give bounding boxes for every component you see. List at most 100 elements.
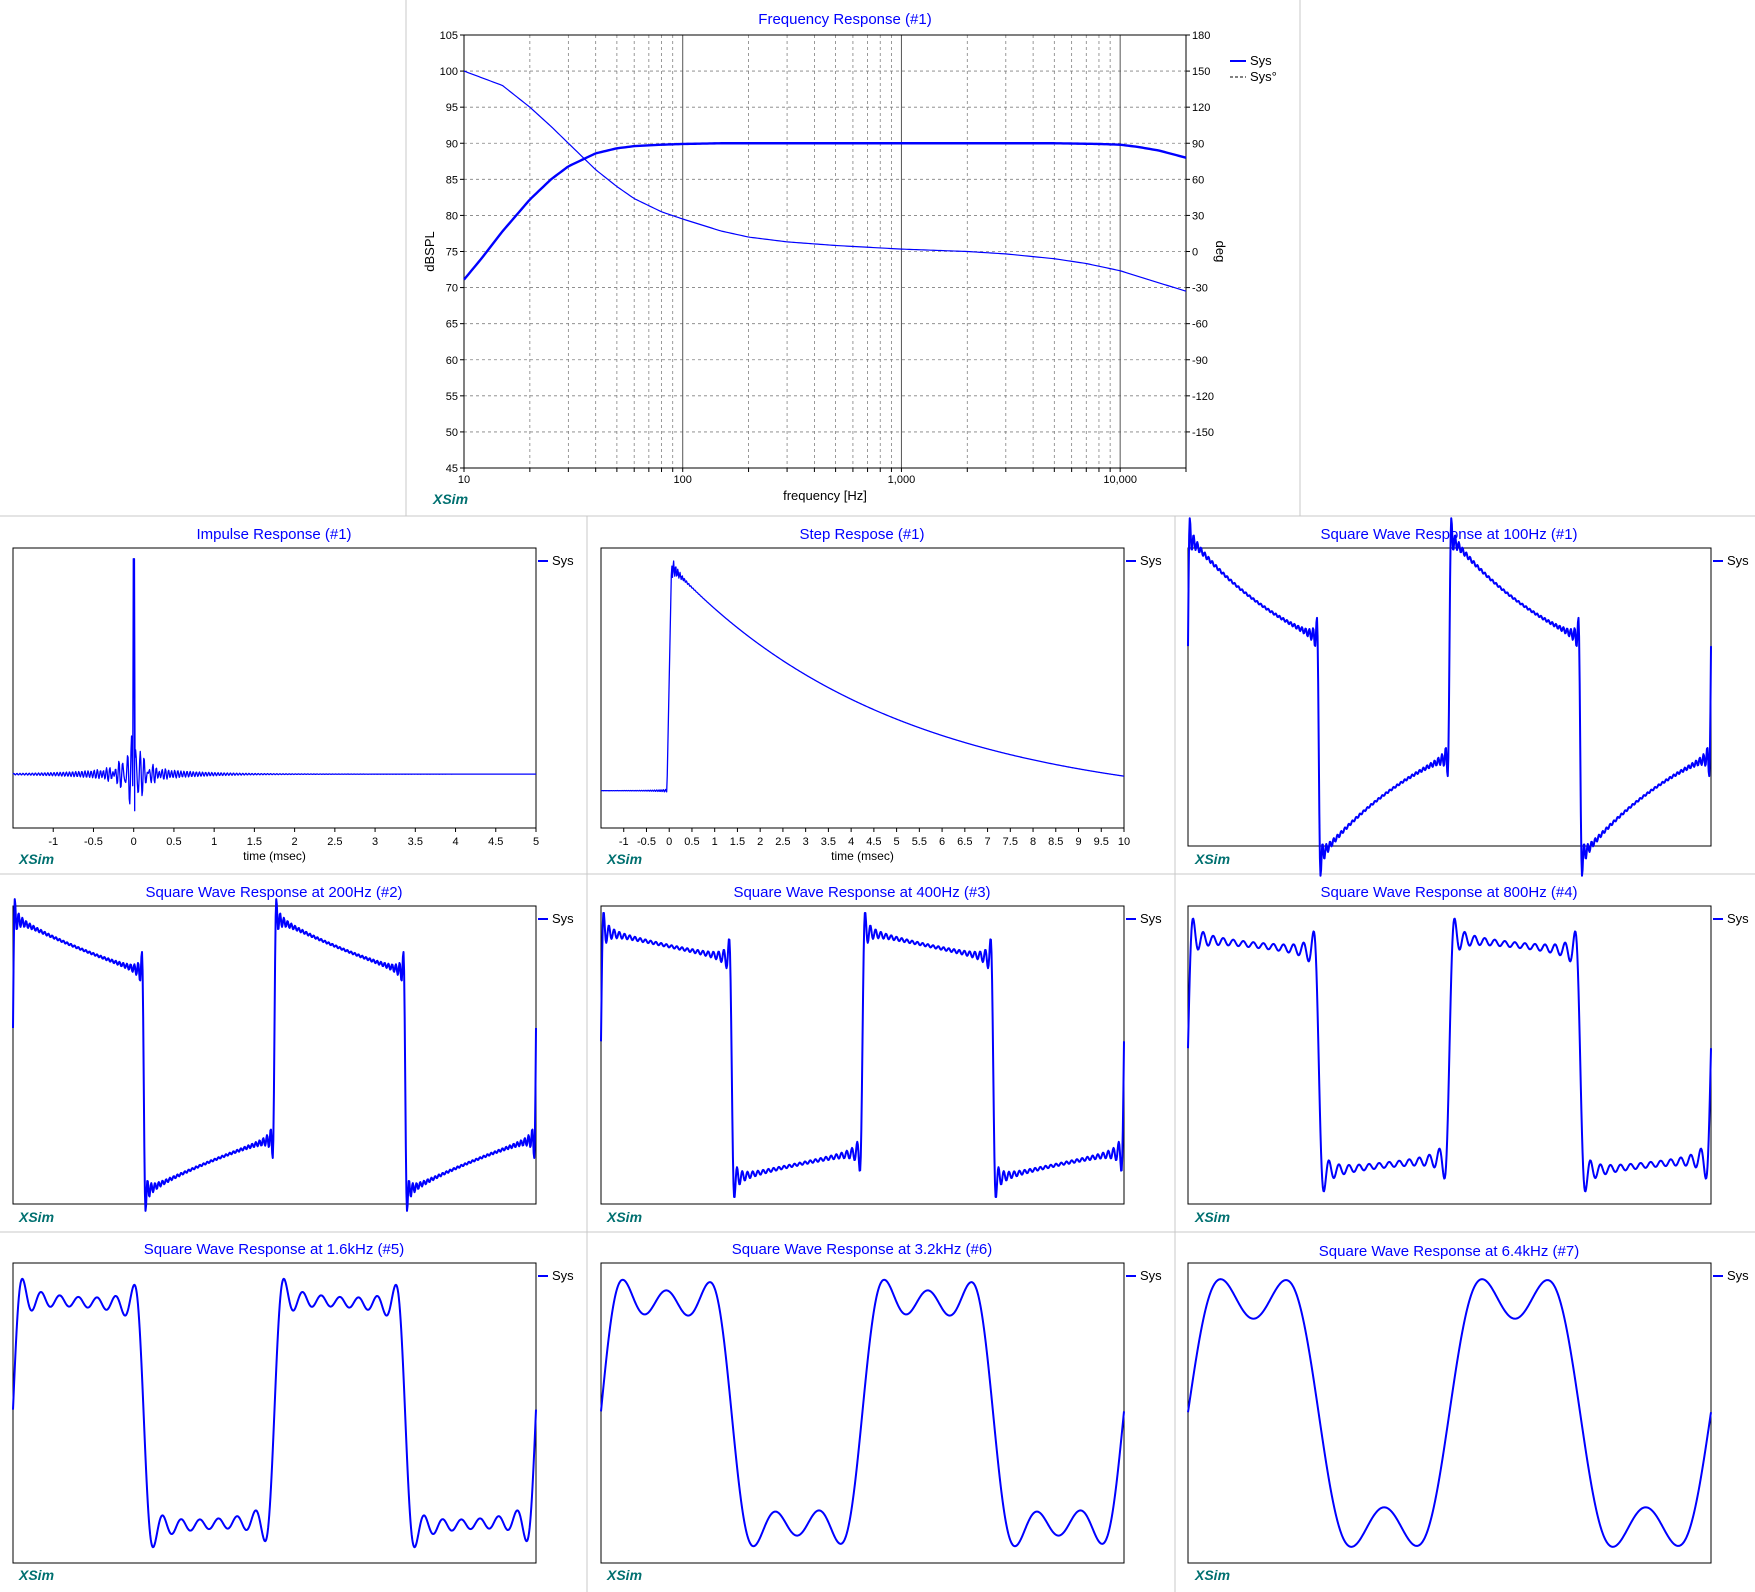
y-tick-label: 70	[446, 283, 458, 295]
x-tick-label: 7	[985, 836, 991, 848]
frequency-response-panel: 4550556065707580859095100105-150-120-90-…	[422, 11, 1277, 507]
legend-label: Sys	[552, 1268, 574, 1283]
legend-label: Sys	[1727, 911, 1749, 926]
x-tick-label: -0.5	[84, 836, 103, 848]
chart-title: Step Respose (#1)	[799, 526, 924, 543]
chart-title: Impulse Response (#1)	[196, 526, 351, 543]
x-tick-label: 6.5	[957, 836, 972, 848]
brand-logo: XSim	[18, 851, 54, 867]
legend-label: Sys	[552, 911, 574, 926]
x-tick-label: -1	[619, 836, 629, 848]
impulse-panel: Impulse Response (#1) XSim Sys -1 -0.5 0 0.5 1 1…	[12, 526, 574, 867]
y2-tick-label: 90	[1192, 138, 1204, 150]
chart-title: Square Wave Response at 1.6kHz (#5)	[144, 1241, 404, 1258]
y-tick-label: 75	[446, 247, 458, 259]
square-wave-trace	[12, 1277, 537, 1549]
legend-label: Sys	[1140, 911, 1162, 926]
y2-tick-label: -30	[1192, 283, 1208, 295]
y2-axis-label: deg	[1213, 241, 1228, 263]
y2-tick-label: 60	[1192, 174, 1204, 186]
legend-label: Sys°	[1250, 69, 1277, 84]
y-tick-label: 105	[440, 30, 458, 42]
plot-frame	[600, 547, 1125, 829]
x-axis-label: frequency [Hz]	[783, 488, 867, 503]
y-tick-label: 60	[446, 355, 458, 367]
brand-logo: XSim	[606, 1567, 642, 1583]
x-tick-label: 10,000	[1103, 474, 1137, 486]
x-tick-label: 4	[452, 836, 458, 848]
x-tick-label: 2.5	[775, 836, 790, 848]
chart-title: Frequency Response (#1)	[758, 11, 931, 28]
square-wave-trace	[600, 1278, 1125, 1548]
brand-logo: XSim	[432, 491, 468, 507]
x-axis-label: time (msec)	[831, 849, 894, 863]
plot-frame	[12, 547, 537, 829]
y-axis-label: dBSPL	[422, 231, 437, 271]
x-tick-label: 100	[674, 474, 692, 486]
y-tick-label: 95	[446, 102, 458, 114]
brand-logo: XSim	[1194, 1209, 1230, 1225]
brand-logo: XSim	[1194, 851, 1230, 867]
x-tick-label: 10	[458, 474, 470, 486]
y2-tick-label: -150	[1192, 427, 1214, 439]
chart-title: Square Wave Response at 200Hz (#2)	[145, 884, 402, 901]
x-tick-label: 3.5	[821, 836, 836, 848]
x-tick-label: 1	[211, 836, 217, 848]
chart-title: Square Wave Response at 6.4kHz (#7)	[1319, 1243, 1579, 1260]
chart-title: Square Wave Response at 100Hz (#1)	[1320, 526, 1577, 543]
y-tick-label: 55	[446, 391, 458, 403]
brand-logo: XSim	[1194, 1567, 1230, 1583]
y-tick-label: 90	[446, 138, 458, 150]
y-tick-label: 100	[440, 66, 458, 78]
legend-label: Sys	[1140, 553, 1162, 568]
x-axis-label: time (msec)	[243, 849, 306, 863]
brand-logo: XSim	[18, 1567, 54, 1583]
sq800-panel: Square Wave Response at 800Hz (#4) XSim Sy…	[1187, 884, 1749, 1225]
x-tick-label: 1.5	[247, 836, 262, 848]
square-wave-trace	[600, 912, 1125, 1198]
x-tick-label: 7.5	[1003, 836, 1018, 848]
impulse-trace	[12, 558, 537, 812]
x-tick-label: 8	[1030, 836, 1036, 848]
x-tick-label: 4	[848, 836, 854, 848]
x-tick-label: -0.5	[637, 836, 656, 848]
x-tick-label: -1	[48, 836, 58, 848]
x-tick-label: 2.5	[327, 836, 342, 848]
brand-logo: XSim	[606, 1209, 642, 1225]
x-tick-label: 8.5	[1048, 836, 1063, 848]
legend-label: Sys	[1140, 1268, 1162, 1283]
x-tick-label: 4.5	[488, 836, 503, 848]
x-tick-label: 1.5	[730, 836, 745, 848]
y-tick-label: 50	[446, 427, 458, 439]
x-tick-label: 2	[292, 836, 298, 848]
y2-tick-label: -60	[1192, 319, 1208, 331]
x-tick-label: 0.5	[684, 836, 699, 848]
sq1600-panel: Square Wave Response at 1.6kHz (#5) XSim S…	[12, 1241, 574, 1583]
x-tick-label: 0	[666, 836, 672, 848]
sq100-panel: Square Wave Response at 100Hz (#1) XSim Sy…	[1187, 517, 1749, 877]
y2-tick-label: 0	[1192, 247, 1198, 259]
legend-label: Sys	[1727, 1268, 1749, 1283]
step-trace	[600, 560, 1125, 793]
x-tick-label: 4.5	[866, 836, 881, 848]
square-wave-trace	[1187, 1278, 1712, 1548]
x-tick-label: 2	[757, 836, 763, 848]
brand-logo: XSim	[18, 1209, 54, 1225]
legend-label: Sys	[1727, 553, 1749, 568]
x-tick-label: 0.5	[166, 836, 181, 848]
chart-title: Square Wave Response at 800Hz (#4)	[1320, 884, 1577, 901]
chart-title: Square Wave Response at 3.2kHz (#6)	[732, 1241, 992, 1258]
x-tick-label: 6	[939, 836, 945, 848]
x-tick-label: 9	[1075, 836, 1081, 848]
y2-tick-label: -120	[1192, 391, 1214, 403]
square-wave-trace	[1187, 517, 1712, 877]
brand-logo: XSim	[606, 851, 642, 867]
sq400-panel: Square Wave Response at 400Hz (#3) XSim Sy…	[600, 884, 1162, 1225]
sq3200-panel: Square Wave Response at 3.2kHz (#6) XSim S…	[600, 1241, 1162, 1583]
sq200-panel: Square Wave Response at 200Hz (#2) XSim Sy…	[12, 884, 574, 1225]
square-wave-trace	[12, 898, 537, 1212]
y2-tick-label: 150	[1192, 66, 1210, 78]
x-tick-label: 3	[803, 836, 809, 848]
